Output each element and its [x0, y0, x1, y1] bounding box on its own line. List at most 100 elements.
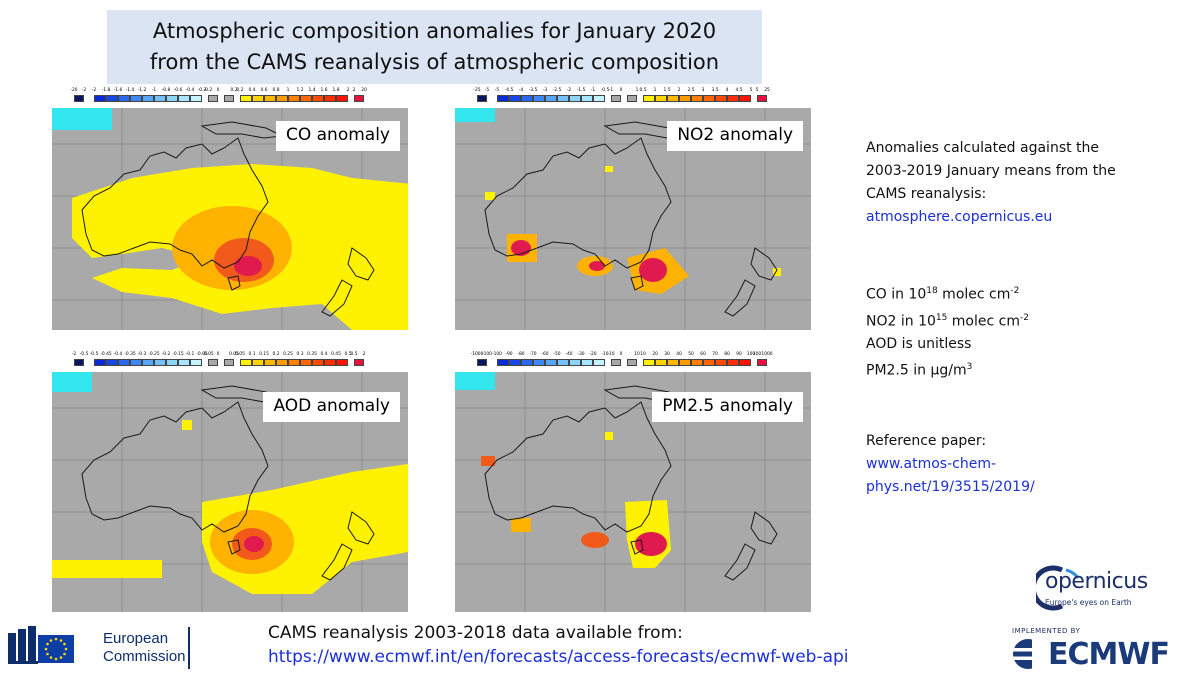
map-canvas: [52, 108, 408, 330]
legend-swatch: [208, 95, 218, 102]
legend-tick-label: 0.5: [344, 352, 352, 357]
no2-legend: -25 -5 -5 -4.5 -4 -3.5 -3 -2.5 -2 -1.5 -1 -0.5 -1 0 1 0…: [455, 88, 811, 104]
legend-tick-label: -90: [505, 352, 513, 357]
reference-paper: Reference paper: www.atmos-chem- phys.ne…: [866, 430, 1035, 499]
legend-swatch: [94, 359, 106, 366]
legend-swatch: [569, 359, 581, 366]
australia-coastline: [81, 401, 269, 533]
legend-tick-label: 0: [216, 88, 220, 93]
pm25-legend: -1000 -100 -100 -90 -80 -70 -60 -50 -40 -30 -20 -10…: [455, 352, 811, 368]
legend-swatch: [288, 359, 300, 366]
legend-tick-label: 40: [676, 352, 682, 357]
legend-tick-label: -2.5: [552, 88, 562, 93]
european-commission-logo: [8, 626, 74, 664]
legend-tick-label: 60: [700, 352, 706, 357]
anomaly-region: [605, 166, 613, 172]
data-availability: CAMS reanalysis 2003-2018 data available…: [268, 621, 849, 669]
ecmwf-wordmark: ECMWF: [1048, 637, 1170, 672]
legend-tick-label: 0.2: [236, 88, 244, 93]
legend-swatch: [497, 95, 509, 102]
legend-tick-label: 1.4: [308, 88, 316, 93]
ecmwf-web-api-link[interactable]: https://www.ecmwf.int/en/forecasts/acces…: [268, 647, 849, 667]
legend-tick-label: 10: [640, 352, 646, 357]
legend-tick-label: 1000: [761, 352, 773, 357]
legend-swatch: [94, 95, 106, 102]
legend-tick-label: 4: [725, 88, 729, 93]
legend-tick-label: 0.45: [331, 352, 341, 357]
aod-map: [52, 372, 408, 612]
legend-swatch: [655, 359, 667, 366]
anomaly-region: [52, 108, 112, 130]
copernicus-tagline: Europe's eyes on Earth: [1045, 598, 1132, 607]
legend-swatch: [655, 95, 667, 102]
anomaly-region: [589, 261, 605, 271]
new-zealand-coastline: [321, 247, 375, 317]
legend-swatch: [154, 359, 166, 366]
legend-swatch: [130, 95, 142, 102]
legend-tick-label: -80: [517, 352, 525, 357]
legend-tick-label: -1.5: [576, 88, 586, 93]
legend-tick-label: 0.6: [260, 88, 268, 93]
legend-tick-label: 20: [652, 352, 658, 357]
legend-swatch: [497, 359, 509, 366]
title-line-1: Atmospheric composition anomalies for Ja…: [152, 19, 717, 43]
legend-swatch: [324, 95, 336, 102]
legend-tick-label: -0.5: [600, 88, 610, 93]
legend-tick-label: 0.1: [248, 352, 256, 357]
data-availability-text: CAMS reanalysis 2003-2018 data available…: [268, 623, 683, 643]
legend-tick-label: 50: [688, 352, 694, 357]
legend-tick-label: 0: [619, 352, 623, 357]
legend-tick-label: 1.8: [332, 88, 340, 93]
legend-swatch: [593, 95, 605, 102]
legend-swatch: [703, 95, 715, 102]
anomaly-region: [605, 432, 613, 440]
legend-tick-label: -40: [565, 352, 573, 357]
legend-tick-label: 0.15: [259, 352, 269, 357]
legend-tick-label: -0.15: [172, 352, 184, 357]
reference-link-1[interactable]: www.atmos-chem-: [866, 456, 997, 472]
legend-swatch: [611, 95, 621, 102]
legend-swatch: [178, 359, 190, 366]
aod-legend: -2 -0.5 -0.5 -0.45 -0.4 -0.35 -0.3 -0.25 -0.2 -0.…: [52, 352, 408, 368]
legend-tick-label: -60: [541, 352, 549, 357]
legend-tick-label: 10: [634, 352, 640, 357]
legend-tick-label: -3: [542, 88, 548, 93]
legend-swatch: [477, 359, 487, 366]
legend-swatch: [118, 359, 130, 366]
legend-tick-label: 1: [653, 88, 657, 93]
legend-swatch: [336, 359, 348, 366]
legend-swatch: [336, 95, 348, 102]
legend-swatch: [354, 359, 364, 366]
anomaly-region: [52, 560, 162, 578]
legend-tick-label: 100: [752, 352, 762, 357]
copernicus-atmosphere-link[interactable]: atmosphere.copernicus.eu: [866, 209, 1053, 225]
legend-tick-label: 3: [701, 88, 705, 93]
ec-building-icon: [8, 626, 38, 664]
legend-swatch: [74, 95, 84, 102]
legend-swatch: [276, 95, 288, 102]
legend-tick-label: 1.6: [320, 88, 328, 93]
legend-swatch: [166, 359, 178, 366]
anomaly-region: [234, 256, 262, 276]
legend-swatch: [757, 359, 767, 366]
reference-link-2[interactable]: phys.net/19/3515/2019/: [866, 479, 1035, 495]
legend-swatch: [533, 95, 545, 102]
legend-swatch: [569, 95, 581, 102]
legend-tick-label: -2: [71, 352, 77, 357]
anomaly-region: [481, 456, 495, 466]
anomaly-region: [773, 268, 781, 276]
legend-swatch: [703, 359, 715, 366]
legend-tick-label: 0.4: [320, 352, 328, 357]
legend-tick-label: 2: [677, 88, 681, 93]
anomaly-region: [635, 532, 667, 556]
legend-swatch: [545, 95, 557, 102]
tasmania-coastline: [227, 539, 241, 555]
legend-tick-label: -20: [589, 352, 597, 357]
anomaly-region: [244, 536, 264, 552]
units-no2: NO2 in 1015 molec cm-2: [866, 312, 1029, 330]
legend-tick-label: 0: [619, 88, 623, 93]
tasmania-coastline: [630, 275, 644, 291]
legend-tick-label: 0.3: [296, 352, 304, 357]
legend-swatch: [312, 95, 324, 102]
legend-swatch: [190, 95, 202, 102]
